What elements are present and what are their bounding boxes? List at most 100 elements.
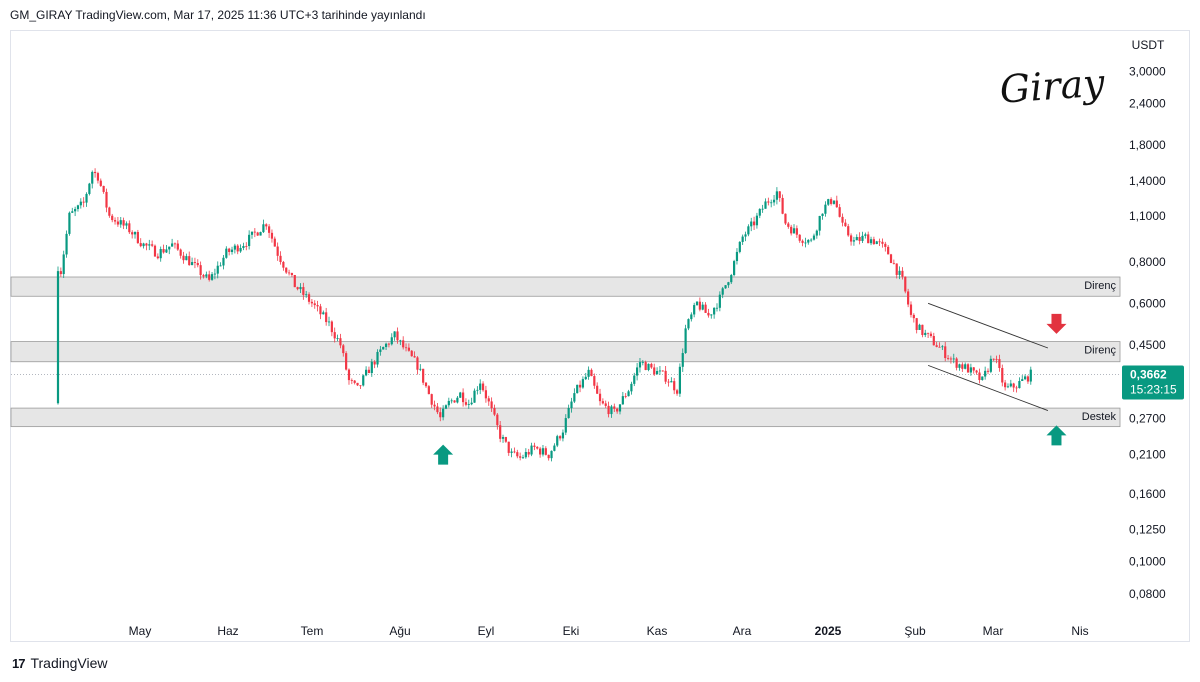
candle-body	[604, 403, 607, 406]
candle-body	[410, 350, 413, 357]
candle-body	[904, 276, 907, 292]
candle-body	[442, 408, 445, 418]
x-tick-label: Mar	[983, 624, 1004, 638]
candle-body	[436, 406, 439, 413]
candle-body	[96, 173, 100, 181]
x-tick-label: Ara	[733, 624, 752, 638]
axis-layer: USDT 3,0000 2,4000 1,8000 1,4000 1,1000 0,8000…	[129, 38, 1184, 638]
candle-body	[755, 215, 759, 226]
candle-body	[356, 382, 359, 386]
candle-body	[944, 346, 947, 359]
candle-body	[199, 265, 202, 276]
candle-body	[299, 287, 302, 290]
candle-body	[359, 385, 362, 387]
channel-layer	[927, 302, 1049, 412]
candle-body	[593, 376, 596, 386]
y-tick-label: 0,1000	[1129, 555, 1166, 569]
candle-body	[1026, 376, 1030, 382]
candle-body	[379, 349, 382, 352]
candle-body	[553, 445, 556, 451]
candle-body	[989, 358, 992, 372]
y-tick-label: 0,1600	[1129, 487, 1166, 501]
y-tick-label: 0,0800	[1129, 587, 1166, 601]
candle-body	[102, 185, 105, 192]
candle-body	[624, 396, 627, 397]
candle-body	[792, 228, 796, 234]
candle-body	[362, 375, 365, 386]
candle-body	[230, 249, 234, 252]
up-arrow-icon	[1046, 425, 1067, 446]
candle-body	[827, 199, 830, 205]
candle-body	[861, 235, 864, 241]
y-tick-label: 2,4000	[1129, 96, 1166, 110]
candle-body	[693, 305, 696, 315]
candle-body	[932, 336, 935, 346]
candle-body	[678, 366, 682, 394]
candle-body	[924, 332, 927, 336]
x-tick-label: Eki	[563, 624, 580, 638]
candle-body	[884, 243, 887, 247]
candle-body	[795, 228, 798, 235]
candle-body	[675, 390, 679, 394]
candle-body	[350, 380, 353, 381]
candle-body	[752, 221, 756, 226]
candle-body	[830, 199, 833, 204]
candle-body	[427, 386, 430, 395]
candle-body	[770, 202, 773, 204]
candle-body	[510, 451, 513, 453]
candle-body	[501, 437, 505, 439]
candle-body	[313, 303, 316, 306]
candle-body	[972, 367, 975, 371]
candle-body	[373, 361, 376, 365]
candle-body	[179, 249, 182, 256]
candle-body	[544, 448, 547, 455]
candle-body	[530, 445, 533, 455]
candle-body	[365, 369, 368, 376]
candle-body	[835, 200, 838, 208]
candle-body	[946, 358, 950, 359]
candle-body	[875, 241, 878, 245]
candle-body	[65, 233, 68, 255]
y-tick-label: 1,8000	[1129, 138, 1166, 152]
candle-body	[88, 183, 91, 194]
zone-band	[10, 341, 1121, 363]
candle-body	[541, 448, 545, 455]
candle-body	[111, 215, 114, 221]
candle-body	[316, 305, 319, 307]
candle-body	[1029, 369, 1032, 382]
candle-body	[596, 385, 599, 394]
candle-body	[76, 205, 80, 210]
candle-body	[93, 171, 97, 174]
candle-body	[741, 236, 744, 242]
candle-body	[1004, 382, 1007, 388]
candle-body	[393, 331, 396, 338]
candle-body	[921, 324, 924, 336]
candle-body	[519, 456, 522, 458]
candle-body	[305, 294, 308, 296]
candle-body	[581, 379, 585, 388]
candle-body	[547, 454, 550, 459]
candle-body	[721, 288, 724, 295]
candle-body	[986, 370, 990, 372]
y-tick-label: 1,4000	[1129, 174, 1166, 188]
x-tick-label: Nis	[1071, 624, 1088, 638]
candle-body	[644, 362, 647, 371]
candle-body	[159, 249, 162, 259]
candle-body	[390, 337, 393, 345]
candle-body	[961, 364, 964, 369]
candle-body	[935, 345, 938, 347]
x-tick-label: Ağu	[389, 624, 410, 638]
candle-body	[998, 359, 1001, 368]
x-tick-label: Tem	[301, 624, 324, 638]
price-tag-countdown: 15:23:15	[1130, 382, 1177, 396]
candle-body	[587, 369, 590, 377]
candle-body	[598, 393, 602, 402]
candle-body	[844, 222, 847, 227]
candle-body	[926, 332, 930, 334]
candle-body	[222, 257, 225, 266]
candle-body	[131, 232, 134, 235]
candle-body	[655, 371, 659, 375]
candle-body	[690, 314, 693, 320]
footer[interactable]: 17 TradingView	[12, 655, 108, 671]
